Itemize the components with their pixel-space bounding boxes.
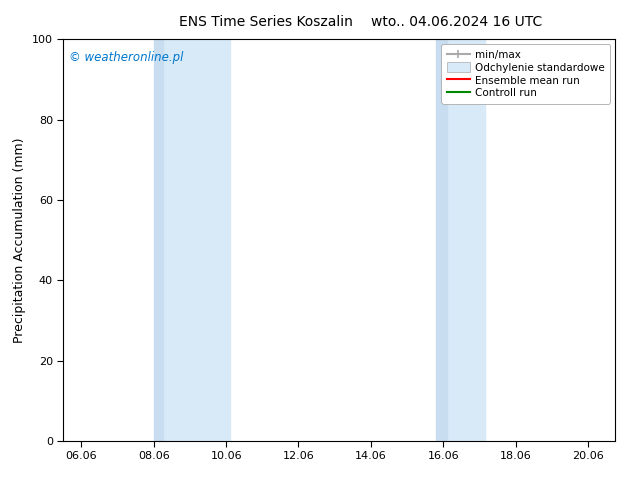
Bar: [154, 39, 163, 441]
Text: © weatheronline.pl: © weatheronline.pl: [69, 51, 183, 64]
Bar: [447, 39, 485, 441]
Bar: [436, 39, 447, 441]
Legend: min/max, Odchylenie standardowe, Ensemble mean run, Controll run: min/max, Odchylenie standardowe, Ensembl…: [441, 45, 610, 103]
Text: wto.. 04.06.2024 16 UTC: wto.. 04.06.2024 16 UTC: [371, 15, 542, 29]
Y-axis label: Precipitation Accumulation (mm): Precipitation Accumulation (mm): [13, 137, 27, 343]
Text: ENS Time Series Koszalin: ENS Time Series Koszalin: [179, 15, 353, 29]
Bar: [163, 39, 230, 441]
